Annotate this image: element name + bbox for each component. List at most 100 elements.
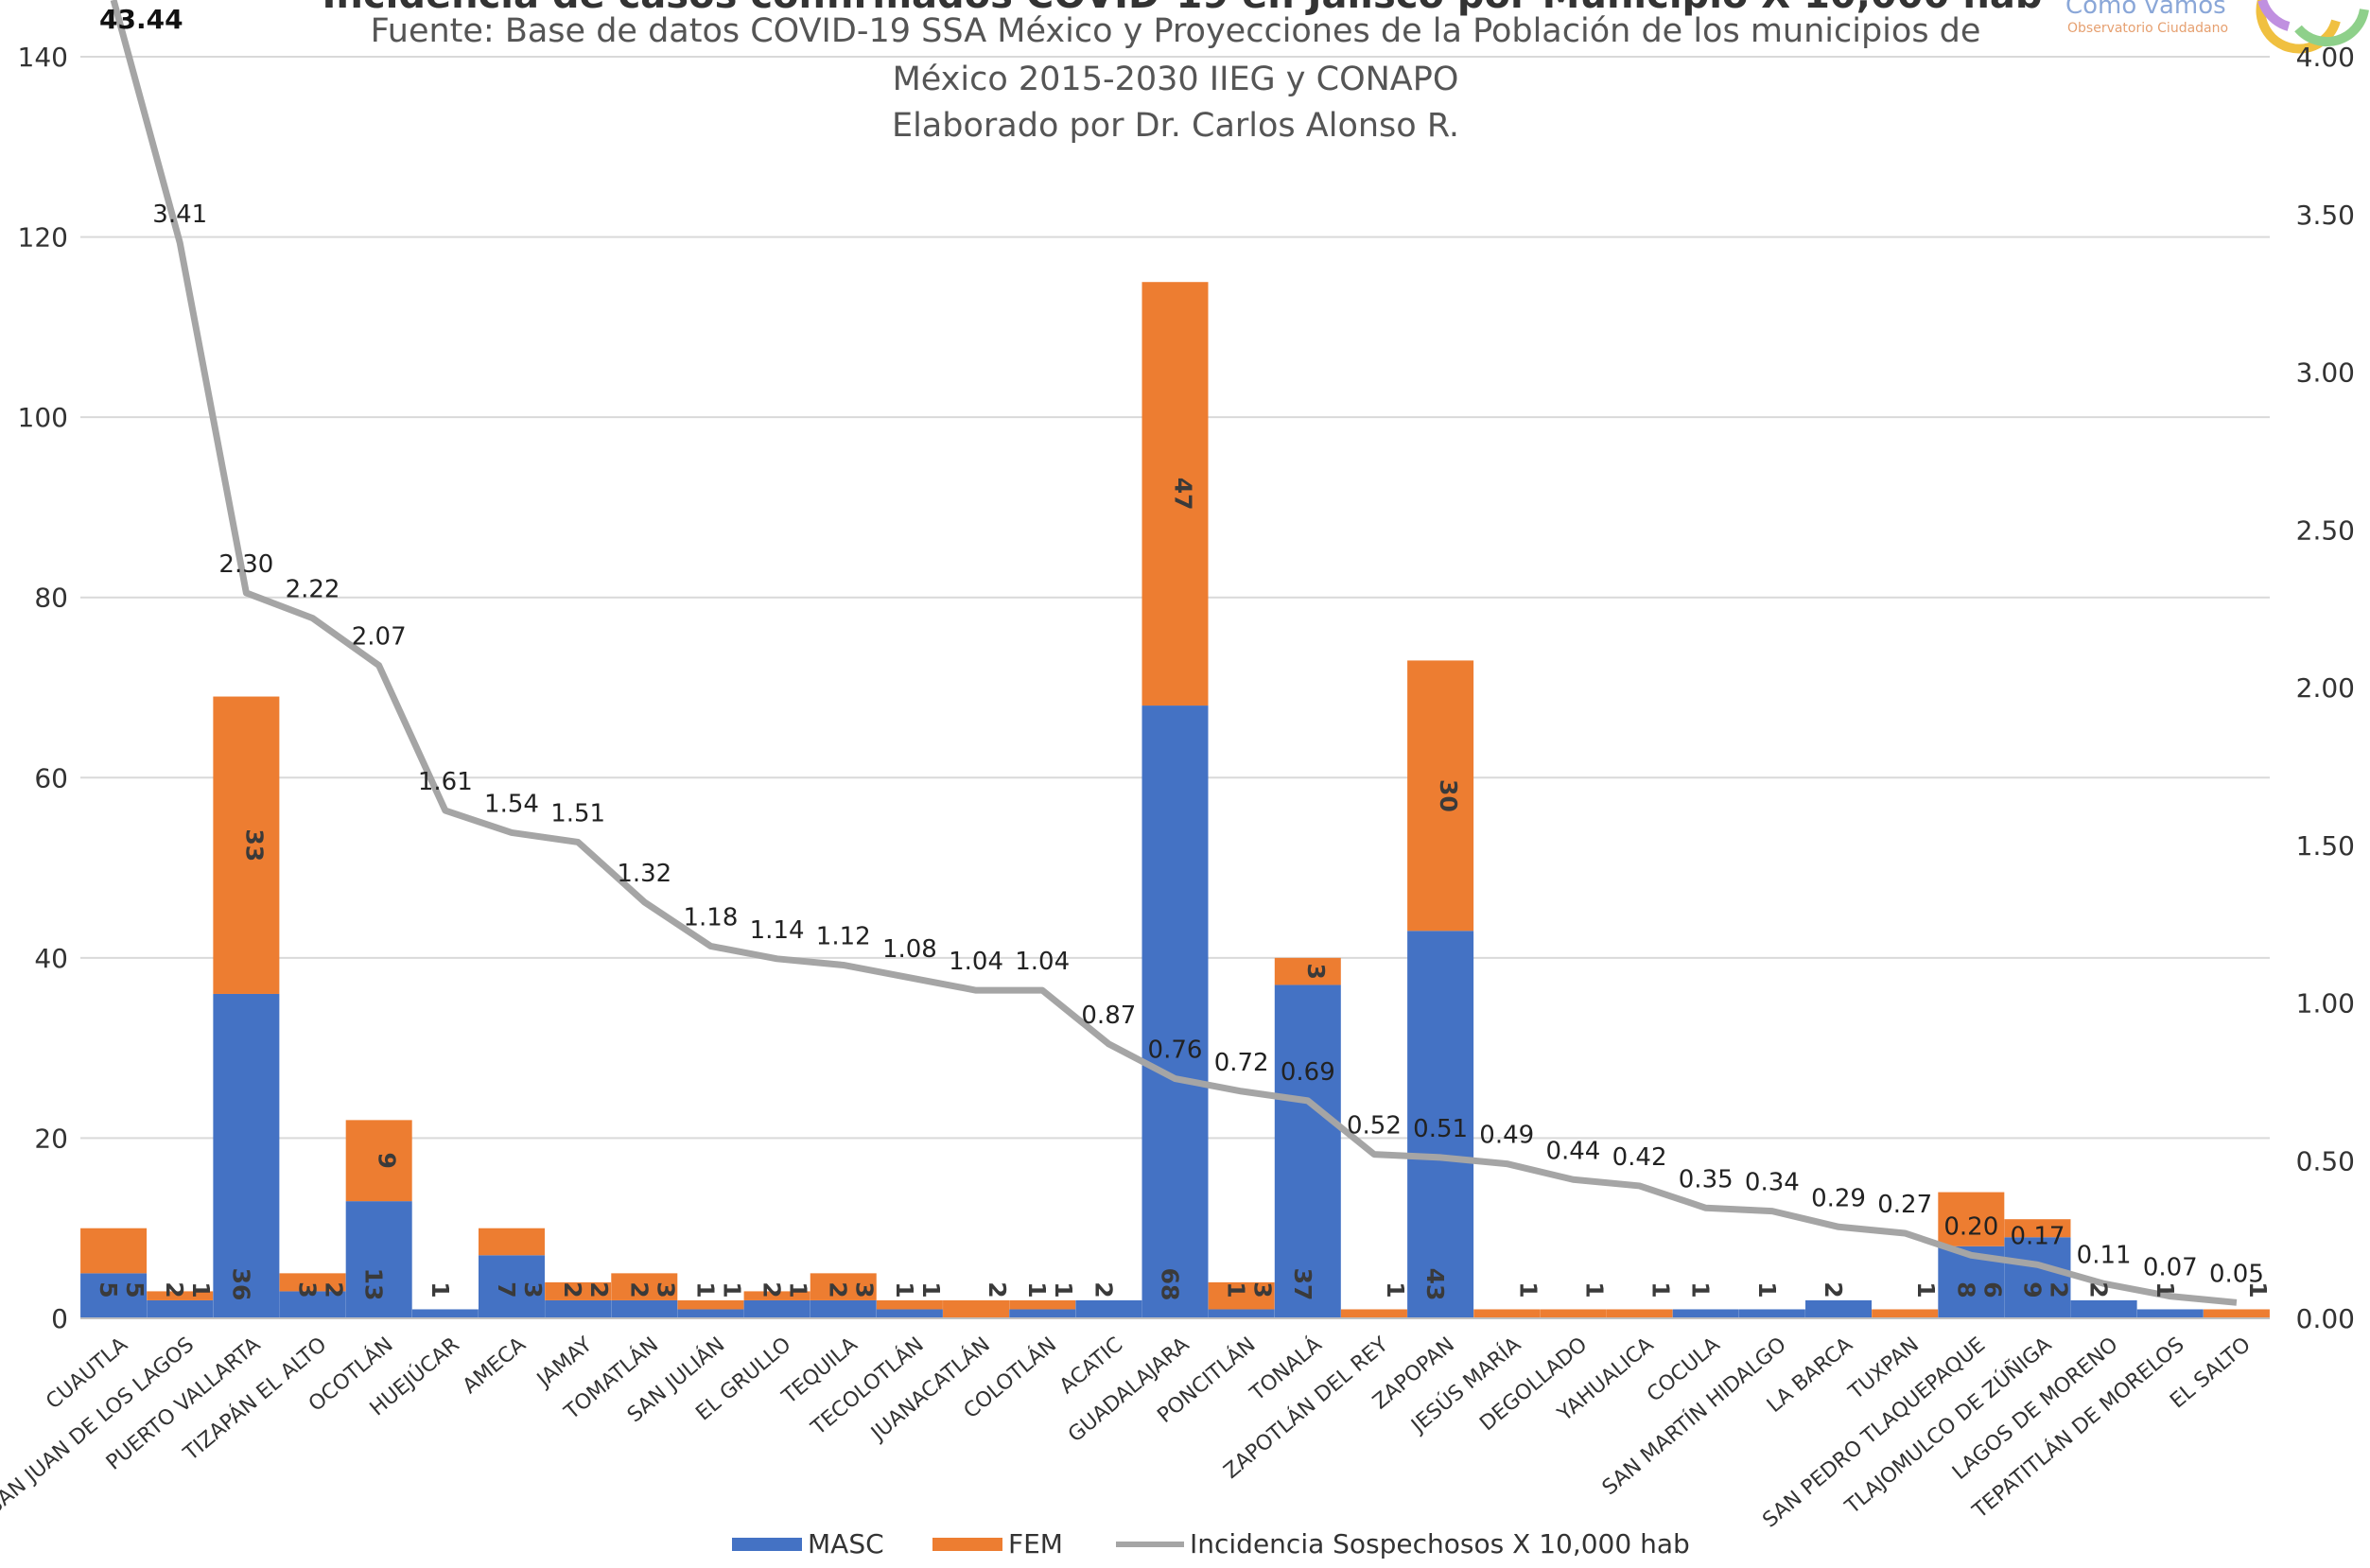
left-y-tick-label: 140 [18,42,68,73]
bar-fem [1606,1309,1673,1318]
right-y-tick-label: 4.00 [2296,42,2355,73]
bar-fem [478,1228,545,1256]
legend-label-fem: FEM [1008,1528,1063,1559]
line-label: 1.18 [683,903,738,932]
bar-label-fem: 33 [240,828,268,862]
legend: MASC FEM Incidencia Sospechosos X 10,000… [732,1528,1690,1559]
line-data-labels: 43.44 3.41 2.30 2.22 2.07 1.61 1.54 1.51 1.32 1.1… [99,4,2264,1288]
bar-masc [2004,1237,2071,1318]
right-y-tick-label: 3.50 [2296,200,2355,231]
bar-fem [810,1273,877,1300]
bar-label-masc: 2 [625,1281,653,1298]
bar-label-masc: 13 [360,1268,388,1301]
line-label: 0.27 [1877,1191,1932,1219]
line-label: 0.72 [1214,1049,1269,1077]
line-series [110,0,2238,1306]
bar-fem [2004,1219,2071,1238]
bar-masc [810,1299,877,1318]
bar-label-masc: 1 [691,1281,719,1298]
bar-label-masc: 2 [758,1281,786,1298]
line-label: 0.51 [1413,1115,1468,1143]
bar-label-masc: 5 [95,1281,122,1298]
bar-label-masc: 8 [1952,1281,1979,1298]
line-label: 0.20 [1943,1212,1998,1241]
bar-masc [545,1299,612,1318]
line-label: 0.52 [1347,1112,1402,1141]
bar-masc [743,1299,810,1318]
line-label: 0.44 [1545,1137,1600,1165]
line-label: 0.11 [2077,1241,2132,1269]
bar-label-fem: 1 [917,1281,945,1298]
bar-label-fem: 3 [851,1281,879,1298]
right-y-tick-label: 3.00 [2296,357,2355,389]
bar-masc [213,993,280,1318]
line-label: 1.14 [750,916,805,945]
bar-fem [1872,1309,1939,1318]
chart-subtitle-line-2: México 2015-2030 IIEG y CONAPO [893,61,1459,98]
bar-label-fem: 1 [1912,1281,1940,1298]
bar-masc [1009,1309,1076,1318]
bar-label-fem: 1 [1050,1281,1077,1298]
bar-fem [2203,1309,2270,1318]
bar-label-masc: 43 [1421,1268,1449,1301]
bar-label-masc: 2 [1820,1281,1847,1298]
bar-masc [2070,1299,2137,1318]
bar-masc [1075,1299,1142,1318]
bar-fem [677,1299,744,1310]
bar-fem [743,1291,810,1300]
line-label: 1.04 [949,948,1003,976]
bar-label-masc: 2 [2085,1281,2113,1298]
bar-label-masc: 2 [825,1281,852,1298]
line-label: 0.76 [1148,1037,1203,1065]
bar-label-masc: 37 [1289,1268,1316,1301]
line-label: 1.08 [882,935,937,964]
bar-fem [213,696,280,994]
line-label: 2.30 [218,550,273,579]
line-label: 1.32 [617,860,671,888]
chart-subtitle-line-1: Fuente: Base de datos COVID-19 SSA Méxic… [371,12,1981,50]
line-label: 1.51 [550,799,605,828]
left-y-axis: 0 20 40 60 80 100 120 140 [18,42,68,1334]
bar-fem [1009,1299,1076,1310]
logo: Cómo vamos Observatorio Ciudadano [2065,0,2369,54]
bar-label-fem: 2 [984,1281,1011,1298]
bar-masc [1274,984,1341,1318]
left-y-tick-label: 80 [34,583,68,614]
bar-label-fem: 2 [2045,1281,2072,1298]
bar-masc [2136,1309,2204,1318]
bar-fem [1340,1309,1407,1318]
bar-label-masc: 68 [1157,1268,1184,1301]
bar-label-masc: 1 [891,1281,918,1298]
legend-label-incidence: Incidencia Sospechosos X 10,000 hab [1190,1528,1690,1559]
legend-label-masc: MASC [808,1528,884,1559]
line-label: 0.35 [1679,1165,1734,1193]
bar-masc [876,1309,943,1318]
bar-fem [1938,1192,2005,1246]
bar-fem [80,1228,148,1274]
left-y-tick-label: 60 [34,762,68,793]
bar-label-masc: 1 [1023,1281,1051,1298]
bar-label-fem: 1 [718,1281,745,1298]
bar-fem [1208,1281,1275,1310]
bar-series [80,282,2270,1318]
bar-label-masc: 1 [2152,1281,2179,1298]
left-y-tick-label: 40 [34,943,68,974]
right-y-axis: 0.00 0.50 1.00 1.50 2.00 2.50 3.00 3.50 4.00 [2296,42,2355,1334]
bar-masc [1208,1309,1275,1318]
line-label: 0.49 [1479,1122,1534,1150]
line-label: 2.07 [352,623,407,652]
bar-label-fem: 1 [1382,1281,1409,1298]
bar-label-masc: 2 [559,1281,586,1298]
bar-label-masc: 7 [493,1281,520,1298]
bar-masc [345,1201,412,1318]
line-label: 0.69 [1281,1058,1335,1087]
bar-masc [411,1309,479,1318]
bar-label-masc: 9 [2018,1281,2046,1298]
line-label: 2.22 [286,576,340,604]
bar-label-masc: 1 [1223,1281,1250,1298]
bar-masc [279,1291,346,1318]
bar-label-fem: 1 [785,1281,812,1298]
bar-masc [147,1299,214,1318]
bar-masc [1805,1299,1873,1318]
